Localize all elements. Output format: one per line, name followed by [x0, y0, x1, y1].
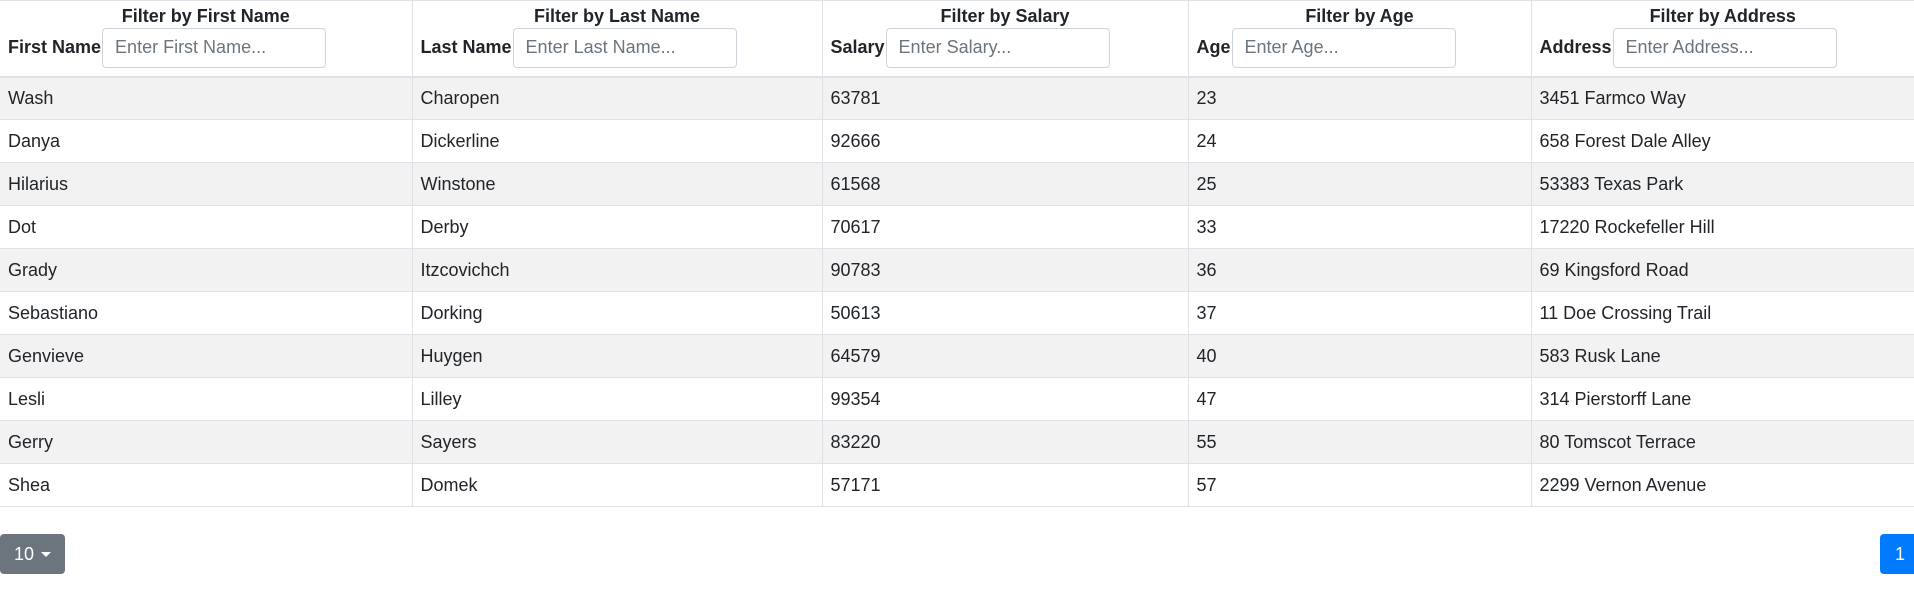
cell-age: 33: [1188, 205, 1532, 249]
cell-first-name: Danya: [0, 119, 413, 163]
cell-age: 25: [1188, 162, 1532, 206]
cell-address: 583 Rusk Lane: [1531, 334, 1914, 378]
cell-first-name: Genvieve: [0, 334, 413, 378]
header-salary: Filter by Salary Salary: [822, 0, 1189, 78]
page-number: 1: [1894, 543, 1905, 564]
cell-last-name: Huygen: [412, 334, 823, 378]
cell-salary: 70617: [822, 205, 1189, 249]
data-table-container: Filter by First Name First Name Filter b…: [0, 0, 1914, 507]
cell-last-name: Sayers: [412, 420, 823, 464]
page-size-value: 10: [13, 543, 35, 564]
column-name-salary: Salary: [830, 37, 885, 57]
first-name-filter-input[interactable]: [102, 27, 327, 68]
table-row: Gerry Sayers 83220 55 80 Tomscot Terrace: [0, 420, 1914, 464]
cell-address: 69 Kingsford Road: [1531, 248, 1914, 292]
filter-label-last-name: Filter by Last Name: [533, 5, 701, 26]
cell-salary: 63781: [822, 76, 1189, 120]
cell-last-name: Dorking: [412, 291, 823, 335]
cell-address: 17220 Rockefeller Hill: [1531, 205, 1914, 249]
cell-age: 36: [1188, 248, 1532, 292]
caret-down-icon: [41, 551, 52, 557]
cell-first-name: Sebastiano: [0, 291, 413, 335]
filter-label-age: Filter by Age: [1305, 5, 1414, 26]
page-size-dropdown-button[interactable]: 10: [0, 534, 65, 574]
cell-last-name: Charopen: [412, 76, 823, 120]
cell-first-name: Lesli: [0, 377, 413, 421]
page-1-button[interactable]: 1: [1880, 534, 1914, 574]
filter-label-address: Filter by Address: [1649, 5, 1796, 26]
cell-age: 37: [1188, 291, 1532, 335]
filter-label-salary: Filter by Salary: [940, 5, 1070, 26]
cell-address: 53383 Texas Park: [1531, 162, 1914, 206]
table-row: Shea Domek 57171 57 2299 Vernon Avenue: [0, 463, 1914, 507]
data-table: Filter by First Name First Name Filter b…: [0, 0, 1914, 507]
filter-label-first-name: Filter by First Name: [121, 5, 290, 26]
cell-salary: 57171: [822, 463, 1189, 507]
table-row: Dot Derby 70617 33 17220 Rockefeller Hil…: [0, 205, 1914, 249]
cell-age: 23: [1188, 76, 1532, 120]
column-name-age: Age: [1196, 37, 1231, 57]
table-row: Genvieve Huygen 64579 40 583 Rusk Lane: [0, 334, 1914, 378]
cell-first-name: Gerry: [0, 420, 413, 464]
cell-first-name: Hilarius: [0, 162, 413, 206]
cell-first-name: Wash: [0, 76, 413, 120]
cell-address: 11 Doe Crossing Trail: [1531, 291, 1914, 335]
cell-address: 3451 Farmco Way: [1531, 76, 1914, 120]
header-age: Filter by Age Age: [1188, 0, 1532, 78]
cell-salary: 90783: [822, 248, 1189, 292]
cell-last-name: Lilley: [412, 377, 823, 421]
cell-salary: 92666: [822, 119, 1189, 163]
header-first-name: Filter by First Name First Name: [0, 0, 413, 78]
table-row: Wash Charopen 63781 23 3451 Farmco Way: [0, 76, 1914, 120]
cell-last-name: Derby: [412, 205, 823, 249]
cell-last-name: Winstone: [412, 162, 823, 206]
header-row: Filter by First Name First Name Filter b…: [0, 0, 1914, 78]
column-name-last-name: Last Name: [420, 37, 512, 57]
age-filter-input[interactable]: [1231, 27, 1456, 68]
cell-salary: 61568: [822, 162, 1189, 206]
table-row: Grady Itzcovichch 90783 36 69 Kingsford …: [0, 248, 1914, 292]
cell-address: 2299 Vernon Avenue: [1531, 463, 1914, 507]
cell-age: 55: [1188, 420, 1532, 464]
address-filter-input[interactable]: [1612, 27, 1837, 68]
cell-age: 24: [1188, 119, 1532, 163]
cell-last-name: Domek: [412, 463, 823, 507]
cell-first-name: Dot: [0, 205, 413, 249]
cell-address: 314 Pierstorff Lane: [1531, 377, 1914, 421]
cell-age: 40: [1188, 334, 1532, 378]
table-row: Sebastiano Dorking 50613 37 11 Doe Cross…: [0, 291, 1914, 335]
table-body: Wash Charopen 63781 23 3451 Farmco Way D…: [0, 76, 1914, 507]
cell-last-name: Dickerline: [412, 119, 823, 163]
table-row: Danya Dickerline 92666 24 658 Forest Dal…: [0, 119, 1914, 163]
cell-first-name: Grady: [0, 248, 413, 292]
salary-filter-input[interactable]: [885, 27, 1110, 68]
cell-address: 80 Tomscot Terrace: [1531, 420, 1914, 464]
column-name-address: Address: [1539, 37, 1612, 57]
last-name-filter-input[interactable]: [512, 27, 737, 68]
header-address: Filter by Address Address: [1531, 0, 1914, 78]
cell-last-name: Itzcovichch: [412, 248, 823, 292]
cell-salary: 83220: [822, 420, 1189, 464]
column-name-first-name: First Name: [8, 37, 102, 57]
cell-age: 57: [1188, 463, 1532, 507]
header-last-name: Filter by Last Name Last Name: [412, 0, 823, 78]
cell-salary: 99354: [822, 377, 1189, 421]
cell-age: 47: [1188, 377, 1532, 421]
table-row: Hilarius Winstone 61568 25 53383 Texas P…: [0, 162, 1914, 206]
cell-first-name: Shea: [0, 463, 413, 507]
cell-address: 658 Forest Dale Alley: [1531, 119, 1914, 163]
table-row: Lesli Lilley 99354 47 314 Pierstorff Lan…: [0, 377, 1914, 421]
cell-salary: 50613: [822, 291, 1189, 335]
table-header: Filter by First Name First Name Filter b…: [0, 0, 1914, 78]
cell-salary: 64579: [822, 334, 1189, 378]
